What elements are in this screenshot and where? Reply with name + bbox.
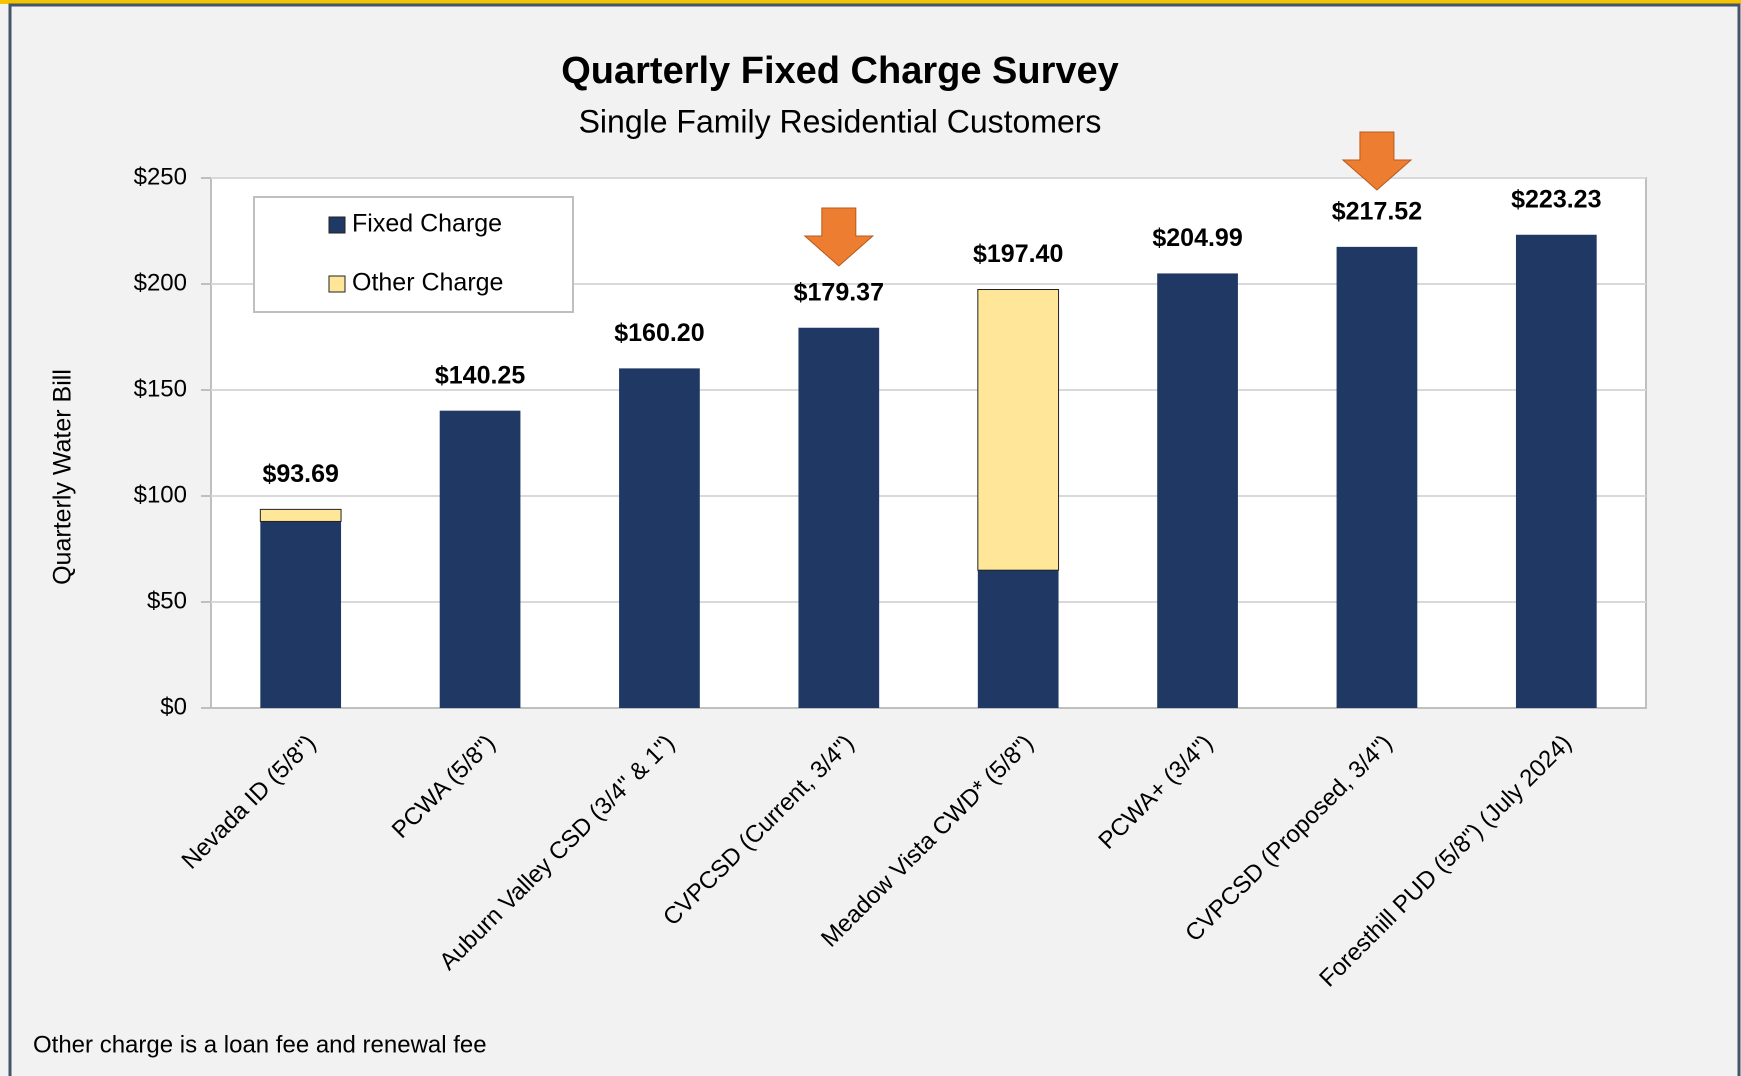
total-label: $217.52 bbox=[1332, 197, 1422, 225]
footnote: Other charge is a loan fee and renewal f… bbox=[33, 1031, 487, 1058]
bar-segment bbox=[1515, 234, 1597, 709]
y-axis-label: Quarterly Water Bill bbox=[49, 369, 77, 585]
y-tick-label: $0 bbox=[160, 693, 187, 720]
total-label: $223.23 bbox=[1511, 185, 1601, 213]
y-tick-label: $100 bbox=[134, 481, 187, 508]
bar-segment bbox=[977, 570, 1059, 708]
bar-segment bbox=[1336, 246, 1418, 708]
bar-segment bbox=[977, 289, 1060, 571]
y-tick-label: $50 bbox=[147, 587, 187, 614]
y-tick-label: $150 bbox=[134, 375, 187, 402]
legend-swatch bbox=[328, 216, 346, 234]
top-strip bbox=[0, 0, 1741, 4]
total-label: $140.25 bbox=[435, 361, 525, 389]
bar-segment bbox=[798, 327, 880, 708]
total-label: $160.20 bbox=[614, 319, 704, 347]
legend-label: Fixed Charge bbox=[352, 210, 502, 238]
y-tick-label: $250 bbox=[134, 163, 187, 190]
bar-segment bbox=[439, 410, 521, 708]
bar-segment bbox=[1157, 273, 1238, 708]
highlight-arrow bbox=[1341, 131, 1413, 191]
legend-label: Other Charge bbox=[352, 269, 503, 297]
total-label: $197.40 bbox=[973, 240, 1063, 268]
y-tick-label: $200 bbox=[134, 269, 187, 296]
total-label: $204.99 bbox=[1152, 224, 1242, 252]
chart-subtitle: Single Family Residential Customers bbox=[579, 103, 1102, 139]
bar-segment bbox=[619, 368, 700, 708]
bar-segment bbox=[259, 508, 342, 522]
legend-box bbox=[253, 196, 574, 313]
highlight-arrow bbox=[803, 207, 875, 267]
chart-title: Quarterly Fixed Charge Survey bbox=[561, 50, 1119, 92]
legend-swatch bbox=[328, 275, 346, 293]
bar-segment bbox=[260, 521, 342, 708]
total-label: $179.37 bbox=[794, 278, 884, 306]
total-label: $93.69 bbox=[262, 460, 338, 488]
